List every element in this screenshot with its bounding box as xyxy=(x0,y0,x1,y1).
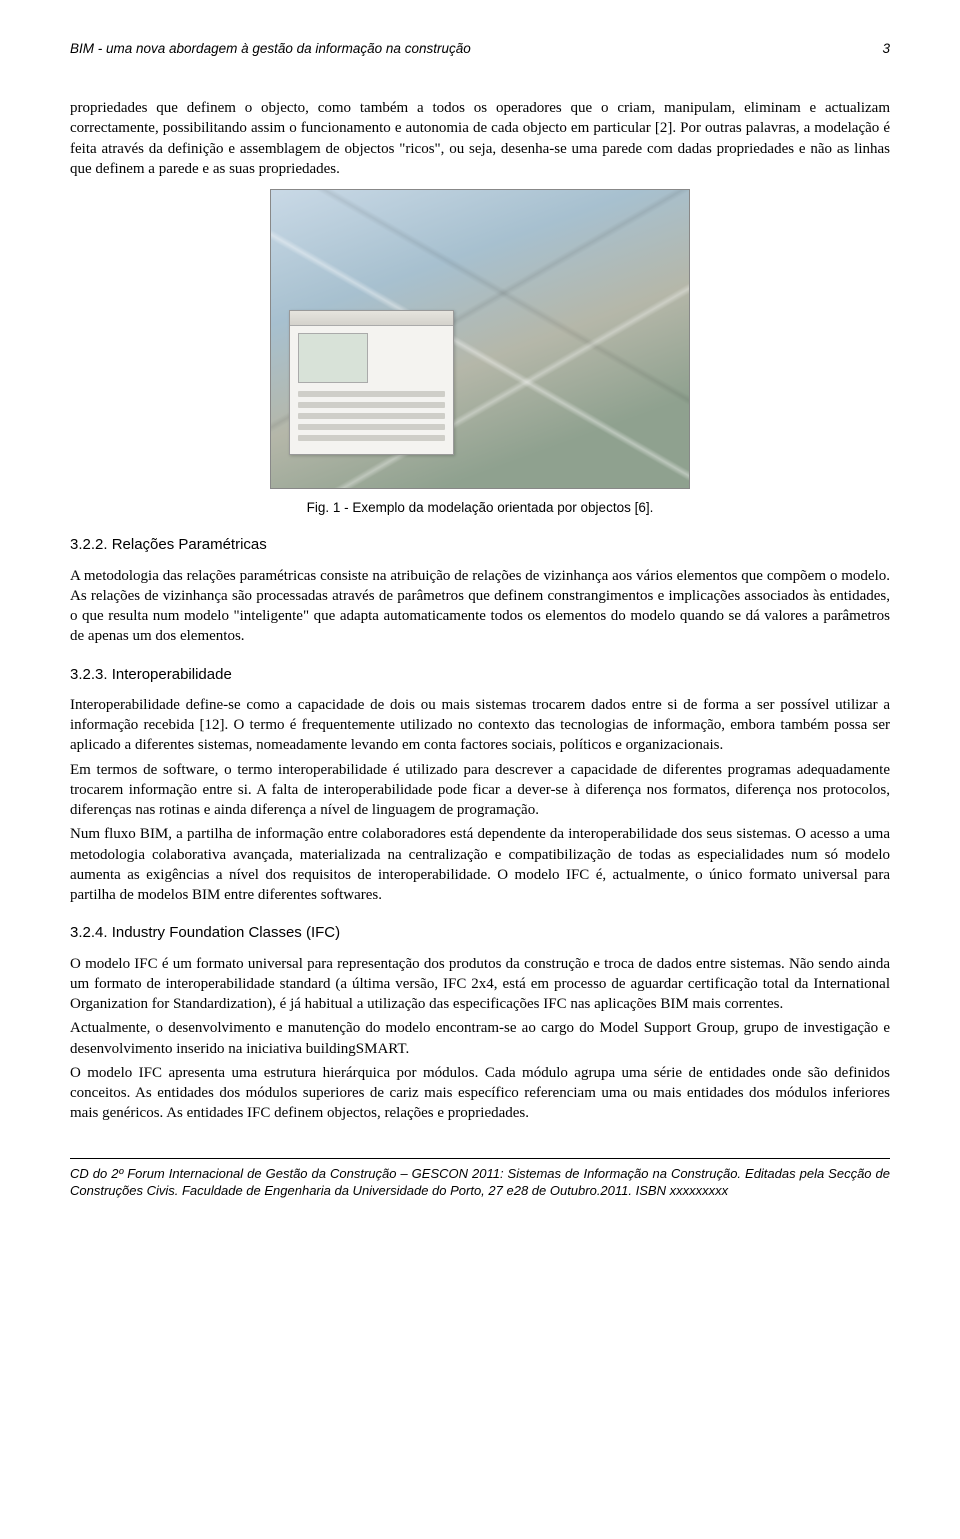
running-header: BIM - uma nova abordagem à gestão da inf… xyxy=(70,40,890,58)
page-footer: CD do 2º Forum Internacional de Gestão d… xyxy=(70,1158,890,1200)
page-number: 3 xyxy=(882,40,890,58)
figure-1-caption: Fig. 1 - Exemplo da modelação orientada … xyxy=(70,499,890,517)
para-324-1: O modelo IFC é um formato universal para… xyxy=(70,954,890,1015)
para-324-2: Actualmente, o desenvolvimento e manuten… xyxy=(70,1018,890,1059)
heading-324: 3.2.4. Industry Foundation Classes (IFC) xyxy=(70,923,890,943)
heading-322: 3.2.2. Relações Paramétricas xyxy=(70,535,890,555)
running-title: BIM - uma nova abordagem à gestão da inf… xyxy=(70,40,471,58)
para-323-2: Em termos de software, o termo interoper… xyxy=(70,760,890,821)
para-323-1: Interoperabilidade define-se como a capa… xyxy=(70,695,890,756)
para-322: A metodologia das relações paramétricas … xyxy=(70,566,890,647)
figure-1-image xyxy=(270,189,690,489)
intro-paragraph: propriedades que definem o objecto, como… xyxy=(70,98,890,179)
para-324-3: O modelo IFC apresenta uma estrutura hie… xyxy=(70,1063,890,1124)
heading-323: 3.2.3. Interoperabilidade xyxy=(70,665,890,685)
para-323-3: Num fluxo BIM, a partilha de informação … xyxy=(70,824,890,905)
figure-1 xyxy=(70,189,890,489)
footer-text: CD do 2º Forum Internacional de Gestão d… xyxy=(70,1166,890,1199)
